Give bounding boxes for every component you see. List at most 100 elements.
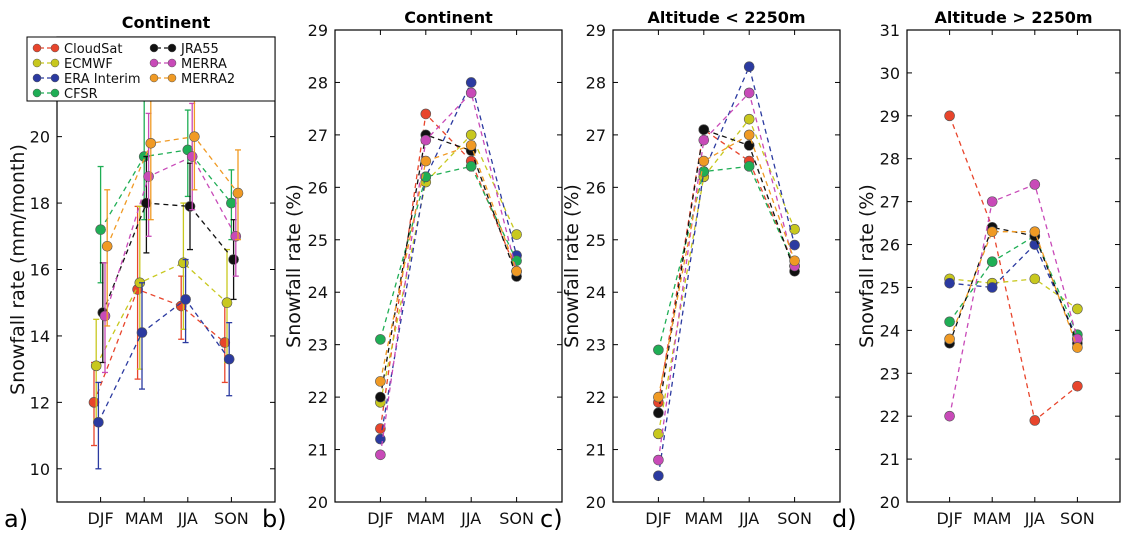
data-point [698, 155, 710, 167]
data-point [653, 470, 664, 482]
data-point [743, 161, 755, 172]
series-line-cloudsat [93, 288, 226, 403]
series-line-ecmwf [95, 262, 228, 367]
y-tick-label: 24 [308, 283, 328, 302]
panel-letter: b) [262, 505, 287, 530]
data-point [465, 140, 477, 151]
y-tick-label: 21 [880, 450, 900, 469]
panel-title: Continent [122, 13, 211, 32]
legend-marker [149, 58, 159, 68]
series-line-merra2 [657, 133, 796, 398]
series-line-merra [104, 155, 237, 317]
x-tick-label: SON [214, 509, 249, 528]
series-line-cloudsat [948, 115, 1078, 422]
y-tick-label: 21 [586, 441, 606, 460]
legend-item: CFSR [32, 87, 98, 102]
legend-item: ERA Interim [32, 72, 141, 87]
series-line-cloudsat [657, 128, 796, 403]
legend-label: JRA55 [180, 42, 219, 57]
y-tick-label: 29 [308, 21, 328, 40]
panel-letter: a) [4, 505, 28, 530]
data-point [511, 229, 522, 240]
chart-panel-2: 20 21 22 23 24 25 26 27 28 29 DJF MAM JJA SON Continen… [262, 8, 563, 533]
y-tick-label: 24 [586, 283, 606, 302]
y-tick-label: 20 [586, 493, 606, 512]
legend-marker [32, 43, 42, 53]
x-tick-label: JJA [738, 509, 759, 528]
legend-item: CloudSat [32, 42, 122, 57]
y-tick-label: 28 [586, 73, 606, 92]
y-tick-label: 22 [586, 388, 606, 407]
data-point [375, 334, 386, 345]
y-tick-label: 25 [880, 278, 900, 297]
data-point [141, 197, 152, 209]
y-tick-label: 28 [308, 73, 328, 92]
y-tick-label: 27 [586, 126, 606, 145]
y-tick-label: 20 [30, 128, 50, 147]
legend-marker [32, 58, 42, 68]
data-point [101, 240, 113, 252]
data-point [944, 410, 955, 422]
x-tick-label: MAM [125, 509, 164, 528]
data-point [944, 333, 955, 345]
legend-label: MERRA [181, 57, 227, 72]
y-tick-label: 23 [880, 364, 900, 383]
data-point [698, 124, 710, 135]
x-tick-label: SON [499, 509, 534, 528]
series-line-jra55 [657, 128, 796, 413]
y-tick-label: 31 [880, 21, 900, 40]
panel-title: Continent [404, 8, 493, 27]
y-axis-label: Snowfall rate (%) [561, 184, 583, 348]
data-point [143, 171, 154, 182]
data-point [90, 360, 102, 372]
x-tick-label: MAM [685, 509, 724, 528]
series-line-jra55 [102, 202, 235, 313]
series-line-merra [379, 91, 518, 455]
data-point [653, 407, 664, 419]
y-tick-label: 14 [30, 327, 50, 346]
series-line-era-interim [97, 298, 230, 423]
x-tick-label: SON [1060, 509, 1095, 528]
data-point [420, 155, 432, 167]
series-line-cloudsat [379, 112, 518, 429]
series-line-ecmwf [657, 117, 796, 434]
data-point [93, 416, 104, 428]
chart-panel-4: 20 21 22 23 24 25 26 27 28 29 30 31 DJF MAM JJA SON Alti… [832, 8, 1121, 533]
legend-item: ECMWF [32, 57, 113, 72]
plot-frame [906, 29, 1121, 503]
plot-frame [612, 29, 841, 503]
legend-marker [167, 58, 177, 68]
x-tick-label: JJA [177, 509, 198, 528]
x-tick-label: DJF [87, 509, 113, 528]
data-point [189, 131, 200, 142]
data-point [88, 397, 100, 408]
y-tick-label: 24 [880, 321, 900, 340]
data-point [95, 224, 106, 235]
y-tick-label: 29 [586, 21, 606, 40]
y-tick-label: 27 [880, 193, 900, 212]
x-tick-label: MAM [973, 509, 1012, 528]
legend-marker [167, 43, 177, 53]
data-point [186, 151, 198, 162]
y-tick-label: 25 [586, 231, 606, 250]
data-point [1072, 342, 1083, 353]
legend-label: MERRA2 [181, 72, 235, 87]
legend-label: ERA Interim [64, 72, 141, 87]
legend-label: CloudSat [64, 42, 122, 57]
series-line-merra2 [948, 231, 1079, 348]
y-axis-label: Snowfall rate (mm/month) [7, 144, 29, 395]
data-point [228, 254, 239, 265]
data-point [944, 110, 955, 122]
series-line-cfsr [379, 165, 518, 340]
legend-label: CFSR [64, 87, 98, 102]
x-tick-label: SON [777, 509, 812, 528]
data-point [99, 310, 111, 322]
legend-marker [50, 88, 60, 98]
x-tick-label: DJF [645, 509, 671, 528]
series-line-ecmwf [949, 278, 1078, 310]
y-tick-label: 25 [308, 231, 328, 250]
data-point [465, 77, 477, 88]
data-point [1029, 226, 1041, 237]
y-tick-label: 12 [30, 393, 50, 412]
